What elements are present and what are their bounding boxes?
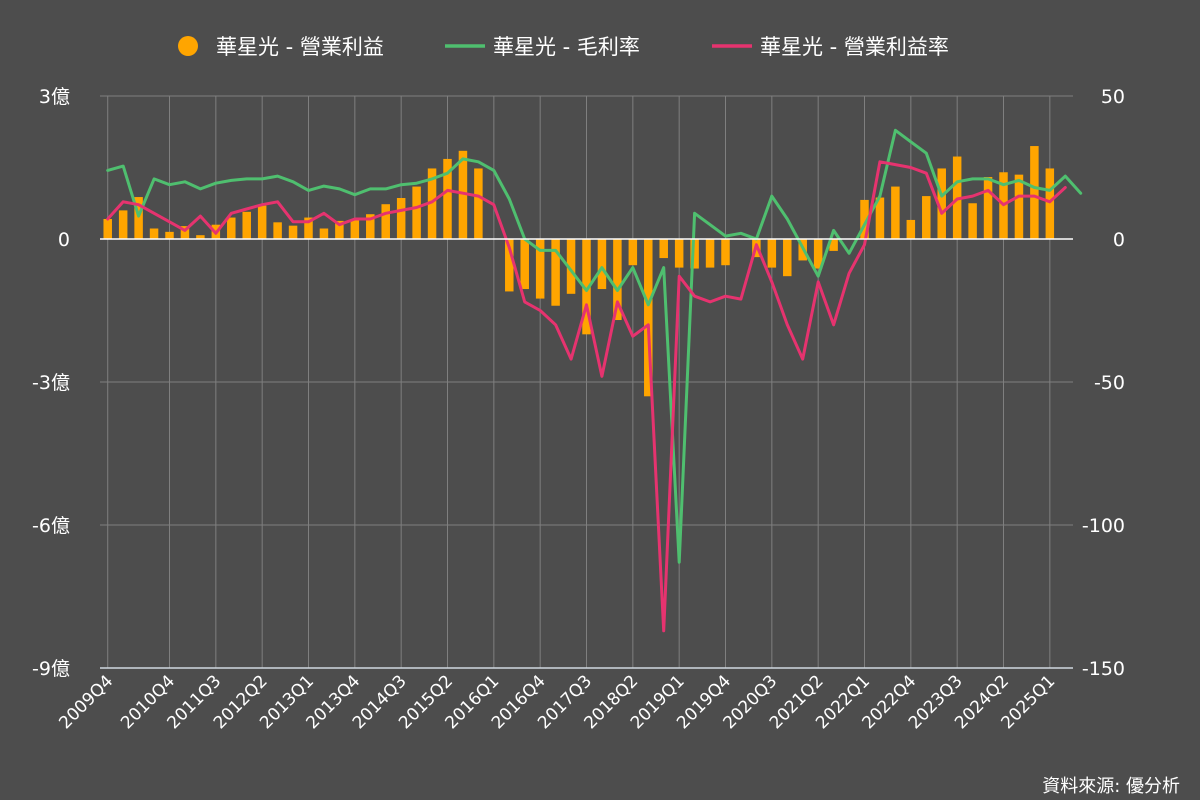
bar-2017Q3 — [582, 239, 591, 335]
bar-2013Q1 — [304, 217, 313, 239]
zero-baseline — [100, 238, 1073, 669]
line-gross-margin — [106, 128, 1083, 564]
bar-2015Q2 — [443, 158, 452, 239]
left-tick-label: 0 — [58, 229, 70, 251]
right-tick-label: -100 — [1082, 515, 1125, 537]
source-note: 資料來源: 優分析 — [1042, 776, 1180, 797]
bar-2014Q3 — [396, 198, 406, 239]
bar-series-operating-profit — [103, 146, 1055, 397]
bar-2023Q1 — [922, 196, 931, 239]
bar-2009Q4 — [103, 218, 112, 239]
bar-2011Q4 — [227, 217, 236, 239]
bar-2023Q4 — [968, 203, 977, 239]
bar-2010Q2 — [134, 197, 143, 239]
gridlines — [100, 95, 1073, 668]
bar-2014Q2 — [381, 204, 390, 239]
bar-2019Q4 — [721, 239, 730, 266]
line-series — [106, 128, 1083, 633]
bar-2013Q4 — [350, 219, 360, 239]
legend-label: 華星光 - 毛利率 — [493, 35, 640, 59]
bar-2014Q4 — [412, 186, 421, 239]
bar-2012Q2 — [257, 205, 267, 239]
right-tick-label: 50 — [1101, 86, 1125, 108]
bar-2018Q4 — [659, 239, 668, 259]
bar-2020Q4 — [783, 239, 792, 277]
bar-2010Q1 — [118, 210, 128, 239]
bar-2025Q1 — [1045, 168, 1055, 239]
bar-2015Q4 — [474, 168, 483, 239]
legend-marker-operating-profit — [178, 36, 198, 56]
bar-2011Q1 — [180, 226, 190, 239]
bar-2018Q3 — [644, 239, 653, 397]
bar-2016Q3 — [520, 239, 529, 290]
right-tick-label: -150 — [1082, 658, 1125, 680]
bar-2022Q1 — [860, 199, 869, 239]
bar-2024Q4 — [1030, 146, 1039, 239]
x-tick-label: 2009Q4 — [55, 671, 117, 733]
bar-2013Q2 — [319, 228, 329, 239]
bar-2018Q1 — [613, 239, 622, 321]
right-tick-label: 0 — [1113, 229, 1125, 251]
bar-2013Q3 — [335, 220, 344, 239]
bar-2010Q4 — [165, 231, 174, 239]
left-tick-label: 3億 — [39, 86, 70, 108]
bar-2015Q3 — [458, 150, 468, 239]
bar-2014Q1 — [366, 214, 375, 239]
bar-2024Q3 — [1014, 174, 1024, 239]
left-tick-label: -9億 — [32, 658, 70, 680]
bar-2022Q2 — [875, 197, 885, 239]
left-tick-label: -6億 — [32, 515, 70, 537]
bar-2023Q2 — [937, 168, 946, 239]
line-operating-margin — [106, 160, 1067, 633]
bar-2017Q2 — [566, 239, 576, 294]
bar-2017Q4 — [597, 239, 607, 290]
bar-2016Q2 — [505, 239, 514, 292]
bar-2020Q3 — [767, 239, 777, 268]
bar-2017Q1 — [551, 239, 560, 306]
bar-2012Q3 — [273, 222, 282, 239]
bar-2019Q1 — [674, 239, 684, 268]
right-tick-label: -50 — [1094, 372, 1125, 394]
bar-2021Q2 — [813, 239, 823, 269]
bar-2019Q3 — [705, 239, 715, 268]
bar-2021Q3 — [829, 239, 838, 251]
bar-2011Q2 — [196, 235, 205, 239]
bar-2010Q3 — [149, 228, 159, 239]
bar-2022Q3 — [891, 186, 900, 239]
bar-2024Q1 — [983, 177, 993, 239]
bar-2012Q4 — [288, 225, 298, 239]
bar-2019Q2 — [690, 239, 699, 269]
left-tick-label: -3億 — [32, 372, 70, 394]
legend-label: 華星光 - 營業利益率 — [760, 35, 949, 59]
legend: 華星光 - 營業利益 華星光 - 毛利率 華星光 - 營業利益率 — [178, 35, 949, 59]
legend-label: 華星光 - 營業利益 — [216, 35, 384, 59]
bar-2015Q1 — [427, 168, 437, 239]
bar-2022Q4 — [906, 219, 916, 239]
bar-2018Q2 — [628, 239, 638, 266]
bar-2016Q4 — [535, 239, 545, 299]
bar-2012Q1 — [242, 211, 251, 239]
